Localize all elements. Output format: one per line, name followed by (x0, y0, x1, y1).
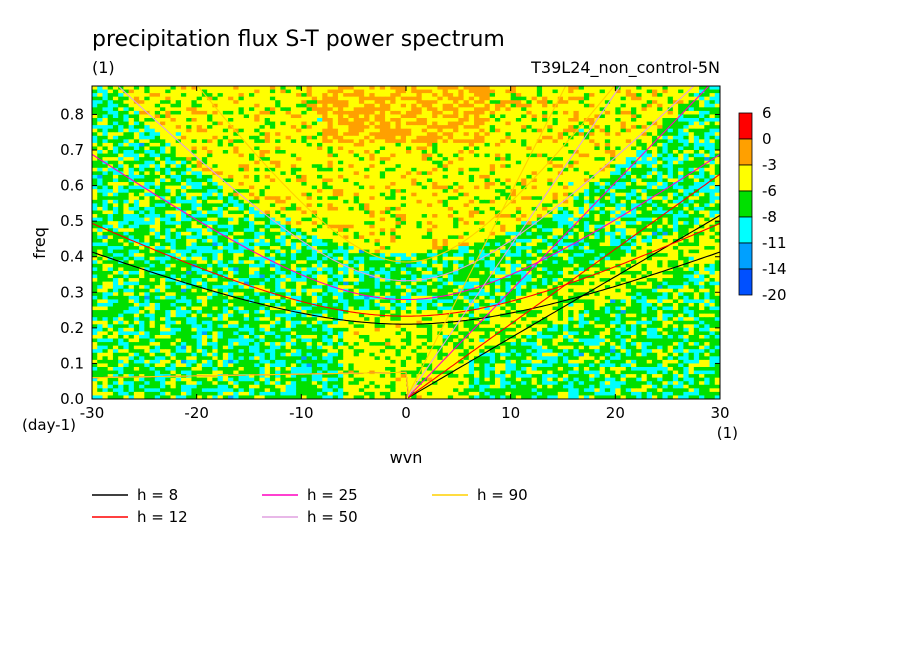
y-tick-label: 0.6 (60, 177, 84, 195)
colorbar-swatch (738, 138, 753, 166)
colorbar-swatch (738, 164, 753, 192)
y-axis: 0.0 0.1 0.2 0.3 0.4 0.5 0.6 0.7 0.8 (60, 105, 720, 408)
colorbar-label: -6 (762, 182, 777, 200)
y-tick-label: 0.3 (60, 283, 84, 301)
legend-label: h = 50 (307, 508, 358, 526)
colorbar: 6 0 -3 -6 -8 -11 -14 -20 (738, 104, 787, 304)
x-tick-label: -30 (80, 404, 105, 422)
y-tick-label: 0.4 (60, 248, 84, 266)
colorbar-label: -3 (762, 156, 777, 174)
colorbar-swatch (738, 216, 753, 244)
chart-title: precipitation flux S-T power spectrum (92, 27, 505, 52)
legend-label: h = 25 (307, 486, 358, 504)
chart-subtitle-right: T39L24_non_control-5N (530, 58, 720, 78)
colorbar-label: -11 (762, 234, 787, 252)
colorbar-label: -20 (762, 286, 787, 304)
legend-label: h = 8 (137, 486, 178, 504)
y-tick-label: 0.0 (60, 390, 84, 408)
y-axis-label: freq (30, 227, 49, 259)
x-tick-label: 10 (501, 404, 520, 422)
y-axis-unit: (day-1) (22, 416, 76, 434)
power-spectrum-field (92, 86, 720, 399)
x-tick-label: -20 (184, 404, 209, 422)
x-axis-unit: (1) (717, 424, 738, 442)
colorbar-swatch (738, 190, 753, 218)
colorbar-label: -14 (762, 260, 787, 278)
x-axis-label: wvn (390, 448, 423, 467)
y-tick-label: 0.2 (60, 319, 84, 337)
colorbar-swatch (738, 242, 753, 270)
x-axis: -30 -20 -10 0 10 20 30 (80, 86, 730, 422)
dispersion-curve-h90 (92, 86, 615, 396)
curve-legend: h = 8 h = 12 h = 25 h = 50 h = 90 (92, 486, 528, 526)
x-tick-label: 0 (401, 404, 411, 422)
y-tick-label: 0.7 (60, 141, 84, 159)
legend-label: h = 90 (477, 486, 528, 504)
colorbar-swatch (738, 268, 753, 296)
y-tick-label: 0.8 (60, 105, 84, 123)
chart-subtitle-left: (1) (92, 58, 115, 77)
colorbar-label: 6 (762, 104, 772, 122)
dispersion-curves (92, 86, 720, 399)
y-tick-label: 0.5 (60, 212, 84, 230)
x-tick-label: 20 (606, 404, 625, 422)
colorbar-label: 0 (762, 130, 772, 148)
colorbar-swatch (738, 112, 753, 140)
x-tick-label: -10 (289, 404, 314, 422)
x-tick-label: 30 (710, 404, 729, 422)
colorbar-label: -8 (762, 208, 777, 226)
legend-label: h = 12 (137, 508, 188, 526)
y-tick-label: 0.1 (60, 354, 84, 372)
